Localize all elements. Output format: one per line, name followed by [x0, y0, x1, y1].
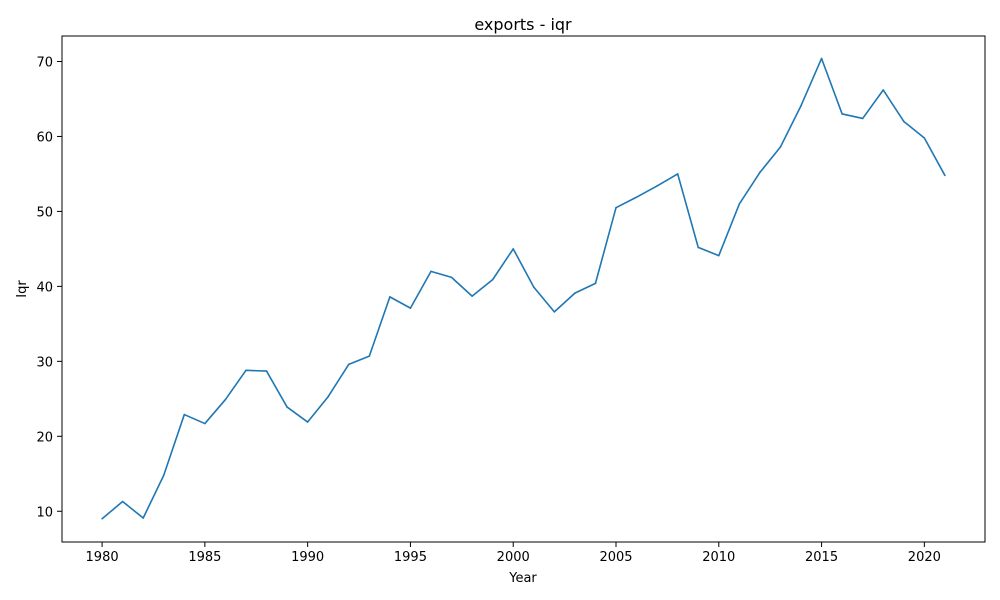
- data-point: [306, 421, 309, 423]
- data-point: [882, 89, 885, 91]
- chart-title: exports - iqr: [474, 15, 572, 34]
- data-point: [615, 206, 617, 209]
- y-tick-label: 40: [36, 280, 53, 295]
- y-axis-ticks: 10 20 30 40 50 60 70: [36, 55, 62, 520]
- data-point: [389, 296, 391, 298]
- data-point: [286, 406, 288, 408]
- data-point: [717, 254, 720, 257]
- data-point: [368, 355, 371, 357]
- data-point: [656, 185, 658, 187]
- x-tick-label: 2015: [805, 550, 838, 565]
- data-point: [224, 398, 227, 401]
- data-point: [635, 196, 638, 198]
- data-point: [347, 363, 350, 366]
- x-axis-title: Year: [508, 571, 537, 586]
- series-line: [101, 57, 946, 520]
- data-point: [676, 173, 679, 175]
- data-point: [800, 104, 802, 107]
- x-tick-label: 1995: [394, 550, 427, 565]
- data-point: [574, 292, 576, 294]
- data-point: [327, 395, 330, 398]
- plot-area-frame: [61, 35, 986, 543]
- data-point: [430, 270, 432, 273]
- data-point: [409, 307, 412, 309]
- data-point: [820, 57, 823, 60]
- y-tick-label: 60: [36, 130, 53, 145]
- data-point: [532, 286, 535, 288]
- data-point: [121, 500, 124, 503]
- data-point: [101, 517, 103, 520]
- x-tick-label: 1980: [86, 550, 119, 565]
- data-point: [738, 203, 741, 205]
- data-point: [903, 120, 905, 123]
- data-point: [923, 137, 926, 139]
- data-point: [142, 517, 144, 519]
- data-point: [861, 117, 864, 120]
- x-tick-label: 1990: [291, 550, 324, 565]
- data-point: [162, 474, 165, 477]
- y-tick-label: 70: [36, 55, 53, 70]
- data-point: [759, 171, 761, 174]
- x-tick-label: 2020: [908, 550, 941, 565]
- x-tick-label: 2010: [702, 550, 735, 565]
- data-point: [553, 311, 556, 313]
- series-lines: [101, 57, 946, 520]
- data-point: [183, 413, 186, 416]
- data-point: [491, 278, 494, 281]
- y-axis-title: Iqr: [15, 280, 30, 298]
- data-point: [245, 369, 247, 372]
- data-point: [944, 174, 946, 177]
- data-point: [265, 370, 268, 372]
- data-point: [697, 246, 700, 249]
- data-point: [779, 146, 782, 148]
- y-tick-label: 50: [36, 205, 53, 220]
- data-point: [594, 282, 597, 285]
- data-point: [841, 113, 843, 115]
- data-point: [204, 422, 206, 425]
- y-tick-label: 30: [36, 355, 53, 370]
- x-tick-label: 2005: [599, 550, 632, 565]
- x-tick-label: 2000: [497, 550, 530, 565]
- data-point: [512, 248, 515, 250]
- data-point: [471, 295, 473, 297]
- x-tick-label: 1985: [188, 550, 221, 565]
- y-tick-label: 20: [36, 430, 53, 445]
- y-tick-label: 10: [36, 505, 53, 520]
- data-point: [450, 276, 453, 279]
- x-axis-ticks: 1980 1985 1990 1995 2000 2005 2010 2015 2020: [86, 542, 941, 565]
